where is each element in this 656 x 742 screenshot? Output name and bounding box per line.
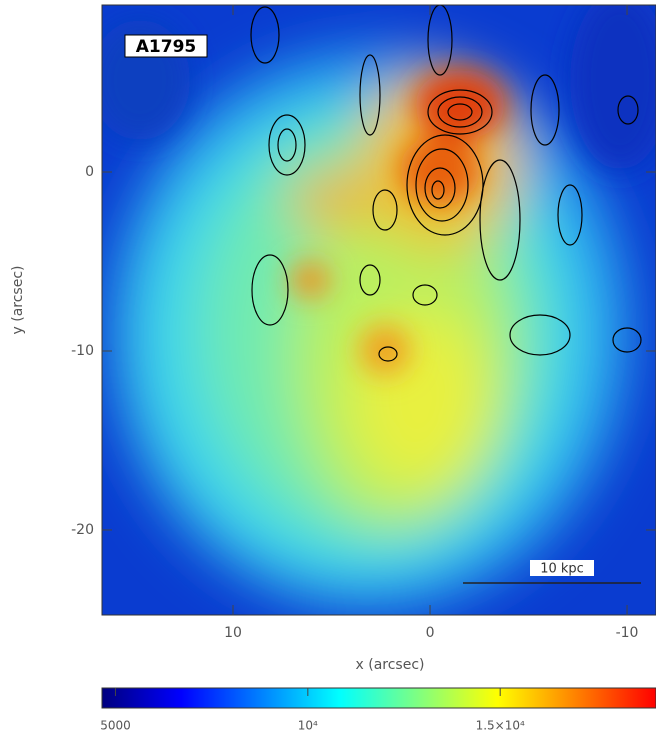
x-axis-label: x (arcsec) bbox=[356, 657, 425, 673]
y-tick-label: -10 bbox=[71, 343, 94, 359]
image-label: A1795 bbox=[136, 37, 196, 57]
x-tick-label: -10 bbox=[616, 625, 639, 641]
x-tick-label: 10 bbox=[224, 625, 242, 641]
x-tick-label: 0 bbox=[426, 625, 435, 641]
y-axis-label: y (arcsec) bbox=[10, 266, 26, 335]
scale-bar-label: 10 kpc bbox=[540, 562, 584, 577]
chart: A1795 10 kpc x (arcsec) y (arcsec) 10 0 -1… bbox=[0, 0, 656, 738]
heatmap bbox=[90, 0, 656, 615]
colorbar-tick-label: 1.5×10⁴ bbox=[476, 719, 525, 733]
y-tick-label: 0 bbox=[85, 164, 94, 180]
colorbar-tick-label: 10⁴ bbox=[298, 719, 318, 733]
y-tick-label: -20 bbox=[71, 522, 94, 538]
colorbar-tick-label: 5000 bbox=[100, 719, 131, 733]
colorbar bbox=[102, 688, 656, 708]
page: A1795 10 kpc x (arcsec) y (arcsec) 10 0 -1… bbox=[0, 0, 656, 742]
